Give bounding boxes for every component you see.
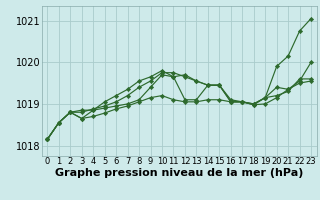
X-axis label: Graphe pression niveau de la mer (hPa): Graphe pression niveau de la mer (hPa) [55,168,303,178]
